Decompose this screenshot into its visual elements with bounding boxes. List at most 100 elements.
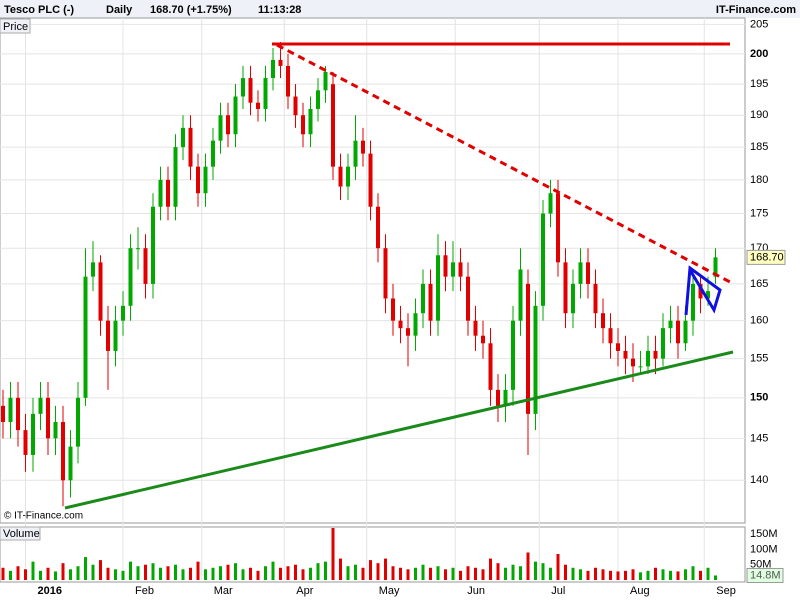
y-tick-label: 140 (750, 474, 768, 486)
candle-body (436, 255, 440, 321)
candle-body (376, 206, 380, 249)
candle-body (533, 305, 538, 414)
candle-body (526, 283, 530, 414)
candle-body (451, 262, 455, 277)
volume-bar (9, 570, 12, 580)
volume-bar (414, 567, 417, 580)
candle-body (181, 127, 185, 148)
candle-body (428, 283, 433, 321)
x-tick-label: Mar (214, 585, 233, 597)
volume-bar (466, 566, 470, 580)
x-tick-label: Jun (467, 585, 485, 597)
candle-body (541, 213, 545, 306)
candle-body (23, 430, 28, 455)
volume-bar (451, 567, 455, 580)
volume-bar (459, 570, 462, 580)
volume-bar (504, 567, 507, 580)
volume-bar (684, 569, 687, 580)
candle-body (496, 389, 500, 406)
candle-body (38, 397, 43, 414)
candle-body (323, 71, 328, 91)
candle-body (601, 313, 605, 329)
candle-body (488, 343, 493, 390)
volume-bar (354, 564, 357, 580)
symbol: Tesco PLC (-) (4, 4, 74, 16)
volume-tick-label: 50M (750, 559, 771, 571)
candle-body (106, 320, 110, 351)
copyright: © IT-Finance.com (4, 511, 83, 522)
candle-body (286, 65, 290, 97)
volume-bar (46, 567, 50, 580)
x-tick-label: Aug (630, 585, 650, 597)
candle-body (136, 248, 140, 250)
volume-bar (691, 566, 695, 580)
volume-bar (631, 569, 635, 580)
y-tick-label: 185 (750, 141, 768, 153)
y-tick-label: 145 (750, 432, 768, 444)
candle-body (631, 358, 635, 367)
candle-body (503, 389, 508, 406)
candle-body (256, 102, 260, 109)
y-tick-label: 180 (750, 174, 768, 186)
price-panel (0, 17, 746, 524)
candle-body (188, 127, 193, 167)
candle-body (98, 262, 103, 321)
candle-body (646, 350, 650, 367)
candle-body (128, 248, 133, 306)
candle-body (691, 283, 695, 321)
candle-body (143, 248, 148, 284)
candle-body (473, 320, 478, 336)
candle-body (8, 397, 13, 422)
volume-bar (436, 566, 440, 580)
candle-body (548, 193, 553, 214)
volume-bar (579, 569, 582, 580)
candle-body (616, 343, 620, 351)
volume-bar (421, 564, 425, 580)
candle-body (46, 397, 50, 439)
y-tick-label: 200 (750, 48, 768, 60)
volume-bar (166, 566, 170, 580)
volume-bar (121, 570, 125, 580)
x-tick-label: Apr (296, 585, 313, 597)
volume-bar (376, 563, 380, 580)
volume-bar (586, 570, 590, 580)
volume-bar (616, 571, 620, 580)
volume-bar (699, 570, 702, 580)
candle-body (158, 179, 163, 207)
volume-bar (624, 570, 627, 580)
candle-body (683, 320, 688, 344)
volume-bar (669, 570, 672, 580)
last-volume-label: 14.8M (750, 569, 781, 581)
volume-bar (309, 567, 312, 580)
volume-bar (76, 566, 80, 580)
volume-bar (99, 560, 102, 580)
volume-bar (69, 569, 72, 580)
candle-body (383, 248, 388, 299)
volume-bar (91, 564, 95, 580)
candle-body (346, 166, 350, 187)
candle-body (593, 283, 598, 314)
volume-label: Volume (3, 528, 40, 540)
volume-bar (114, 569, 117, 580)
candle-body (218, 115, 223, 141)
candle-body (196, 166, 200, 194)
last-volume-box (746, 567, 784, 583)
candle-body (653, 350, 658, 359)
volume-bar (279, 567, 282, 580)
last-price-box (746, 249, 786, 265)
volume-bar (24, 569, 27, 580)
volume-bar (489, 558, 492, 580)
volume-bar (661, 569, 665, 580)
panel-label: Price (3, 21, 28, 33)
candle-body (16, 397, 20, 431)
volume-bar (129, 561, 132, 580)
volume-bar (346, 566, 350, 580)
volume-bar (301, 569, 305, 580)
candle-body (361, 140, 365, 154)
candle-body (1, 405, 5, 422)
support-line (64, 350, 734, 510)
candle-body (481, 335, 485, 344)
volume-bar (429, 567, 432, 580)
volume-bar (249, 567, 252, 580)
